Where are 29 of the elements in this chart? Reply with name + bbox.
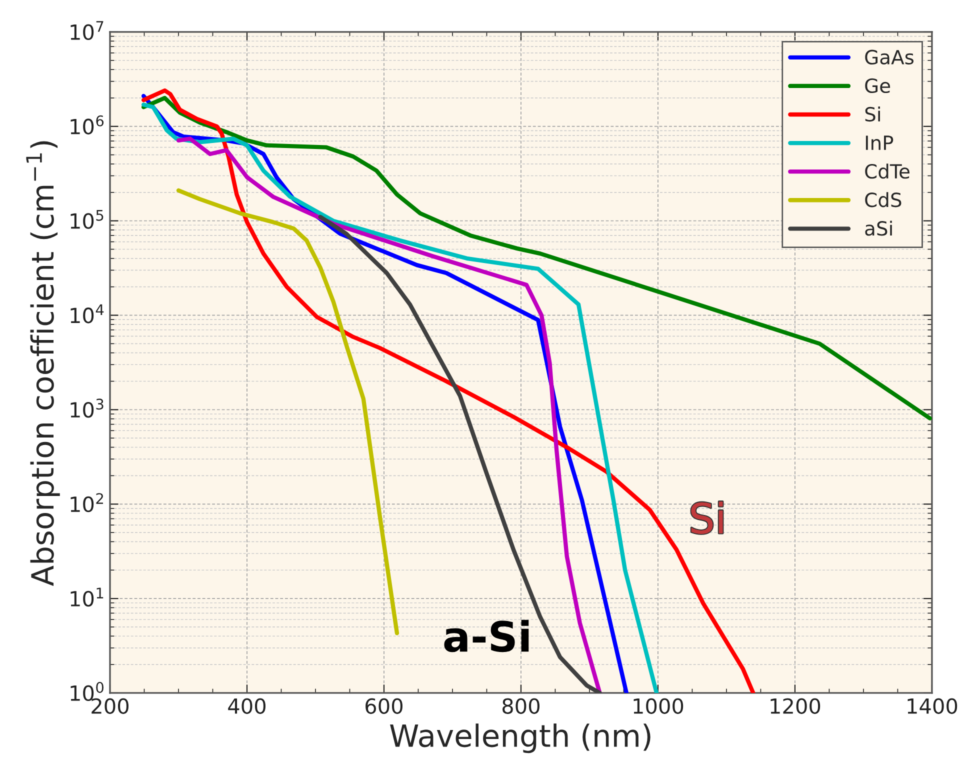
y-tick-label: 10$^{3}$ [70,398,104,418]
x-tick-label: 1000 [634,698,684,714]
annotation: a-Si [444,620,529,652]
y-tick-label: 10$^{5}$ [70,210,104,229]
legend-label: InP [866,136,894,150]
annotation: Si [691,502,723,534]
y-tick-label: 10$^{2}$ [70,493,103,512]
y-tick-label: 10$^{6}$ [70,115,104,134]
legend-label: CdTe [865,164,910,179]
y-axis-title: Absorption coefficient (cm$^{−1}$) [26,141,60,586]
line-series [176,188,400,636]
x-tick-label: 400 [228,698,266,714]
y-tick-label: 10$^{1}$ [70,588,104,607]
legend-label: Ge [865,78,890,94]
x-tick-label: 1400 [908,698,958,714]
line-series [141,88,756,693]
y-tick-label: 10$^{7}$ [70,21,104,40]
x-tick-label: 600 [366,698,402,714]
line-series [141,96,932,420]
x-tick-label: 800 [502,698,540,714]
x-axis-title: Wavelength (nm) [390,724,650,754]
line-series [176,136,602,693]
line-series [318,214,602,693]
legend-label: aSi [865,220,892,236]
x-tick-label: 1200 [770,698,820,714]
legend-label: Si [865,106,880,122]
legend-label: CdS [865,192,902,208]
y-tick-label: 10$^{4}$ [70,304,104,324]
legend-label: GaAs [865,50,914,65]
